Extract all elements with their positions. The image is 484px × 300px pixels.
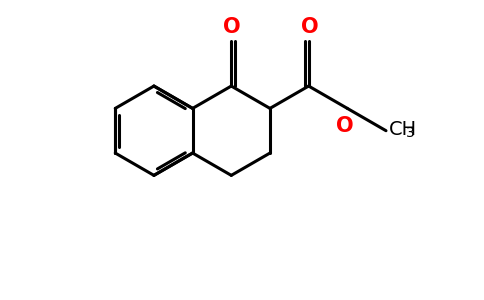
- Text: O: O: [336, 116, 354, 136]
- Text: CH: CH: [389, 120, 417, 139]
- Text: O: O: [302, 17, 319, 37]
- Text: 3: 3: [406, 126, 415, 140]
- Text: O: O: [223, 17, 241, 37]
